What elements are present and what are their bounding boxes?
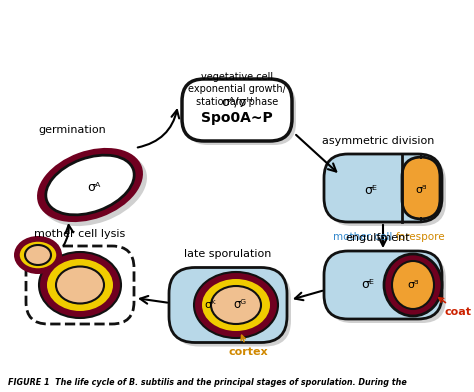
- FancyBboxPatch shape: [324, 251, 442, 319]
- FancyBboxPatch shape: [26, 246, 134, 324]
- Ellipse shape: [18, 240, 58, 270]
- Text: mother cell: mother cell: [333, 232, 392, 242]
- Text: forespore: forespore: [395, 232, 445, 242]
- Ellipse shape: [41, 152, 147, 226]
- Ellipse shape: [25, 245, 51, 265]
- Text: FIGURE 1  The life cycle of B. subtilis and the principal stages of sporulation.: FIGURE 1 The life cycle of B. subtilis a…: [8, 378, 407, 387]
- FancyBboxPatch shape: [169, 267, 287, 343]
- Text: engulfment: engulfment: [346, 233, 410, 243]
- Text: coat: coat: [439, 298, 472, 317]
- Text: σᴱ: σᴱ: [362, 278, 374, 292]
- Ellipse shape: [384, 254, 442, 316]
- Ellipse shape: [37, 148, 143, 222]
- Ellipse shape: [39, 252, 121, 318]
- FancyBboxPatch shape: [328, 255, 446, 323]
- Text: germination: germination: [38, 125, 106, 135]
- Text: σᴲ: σᴲ: [415, 185, 427, 195]
- Ellipse shape: [211, 286, 261, 324]
- Ellipse shape: [14, 236, 62, 274]
- Text: σᴳ: σᴳ: [234, 298, 246, 312]
- Text: σᴱ: σᴱ: [365, 183, 377, 196]
- Text: mother cell lysis: mother cell lysis: [35, 229, 126, 239]
- FancyBboxPatch shape: [173, 272, 291, 347]
- Ellipse shape: [392, 261, 434, 309]
- FancyBboxPatch shape: [186, 83, 296, 145]
- Text: Spo0A~P: Spo0A~P: [201, 111, 273, 125]
- Text: asymmetric division: asymmetric division: [322, 136, 434, 146]
- FancyBboxPatch shape: [324, 154, 442, 222]
- Text: σᴬ: σᴬ: [87, 180, 100, 194]
- FancyBboxPatch shape: [182, 79, 292, 141]
- Text: vegetative cell
exponential growth/
stationary phase: vegetative cell exponential growth/ stat…: [188, 72, 286, 107]
- FancyBboxPatch shape: [328, 158, 446, 226]
- Ellipse shape: [56, 267, 104, 303]
- Ellipse shape: [47, 259, 113, 311]
- Text: σᴷ: σᴷ: [204, 300, 216, 310]
- Ellipse shape: [202, 279, 270, 331]
- Ellipse shape: [194, 272, 278, 338]
- Text: cortex: cortex: [228, 335, 268, 357]
- Text: late sporulation: late sporulation: [184, 249, 272, 259]
- Text: σᴬ/σᴴ: σᴬ/σᴴ: [221, 96, 253, 109]
- FancyBboxPatch shape: [402, 157, 440, 219]
- Text: σᴲ: σᴲ: [407, 280, 419, 290]
- Ellipse shape: [46, 155, 134, 215]
